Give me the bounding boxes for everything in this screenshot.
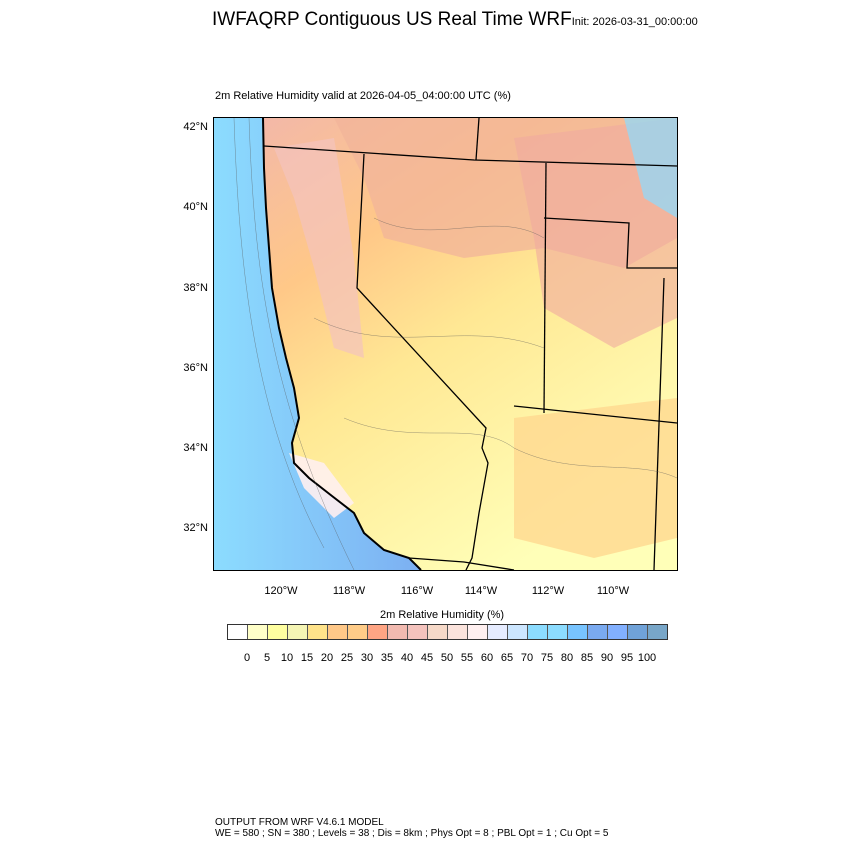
border-az-nm	[653, 277, 665, 571]
border-ut-az	[513, 405, 678, 424]
colorbar-label: 5	[263, 652, 271, 664]
contour-lines	[233, 117, 678, 571]
colorbar-swatch	[588, 625, 608, 639]
land-contour	[343, 417, 515, 449]
state-borders	[263, 117, 678, 571]
colorbar-swatch	[568, 625, 588, 639]
land-contour	[313, 317, 545, 349]
footer-model: OUTPUT FROM WRF V4.6.1 MODEL	[215, 817, 384, 828]
colorbar-swatch	[348, 625, 368, 639]
colorbar-label: 0	[243, 652, 251, 664]
colorbar	[227, 624, 668, 640]
colorbar-swatch	[388, 625, 408, 639]
plot-subtitle: 2m Relative Humidity valid at 2026-04-05…	[215, 90, 511, 102]
colorbar-label: 30	[360, 652, 374, 664]
colorbar-label: 60	[480, 652, 494, 664]
border-ca-nv-az	[356, 153, 489, 571]
lat-label: 40°N	[183, 201, 208, 213]
colorbar-label: 65	[500, 652, 514, 664]
colorbar-swatch	[308, 625, 328, 639]
colorbar-swatch	[508, 625, 528, 639]
colorbar-swatch	[528, 625, 548, 639]
colorbar-title: 2m Relative Humidity (%)	[380, 609, 505, 621]
colorbar-label: 40	[400, 652, 414, 664]
border-mexico	[408, 557, 515, 571]
lon-label: 114°W	[464, 585, 498, 597]
lat-label: 32°N	[183, 522, 208, 534]
border-nv-ut	[543, 162, 547, 414]
figure-title: IWFAQRP Contiguous US Real Time WRFInit:…	[212, 9, 698, 31]
colorbar-swatch	[488, 625, 508, 639]
humidity-map	[213, 117, 678, 571]
border-id	[475, 117, 480, 161]
colorbar-label: 45	[420, 652, 434, 664]
lat-label: 38°N	[183, 282, 208, 294]
colorbar-label: 100	[637, 652, 657, 664]
border-or-ca-nv	[263, 145, 678, 167]
lon-label: 112°W	[531, 585, 565, 597]
colorbar-swatch	[368, 625, 388, 639]
ocean-contour	[248, 117, 355, 571]
colorbar-label: 90	[600, 652, 614, 664]
colorbar-label: 20	[320, 652, 334, 664]
footer-settings: WE = 580 ; SN = 380 ; Levels = 38 ; Dis …	[215, 828, 609, 839]
colorbar-swatch	[608, 625, 628, 639]
lat-label: 42°N	[183, 121, 208, 133]
colorbar-swatch	[548, 625, 568, 639]
lat-label: 34°N	[183, 442, 208, 454]
colorbar-swatch	[248, 625, 268, 639]
colorbar-swatch	[328, 625, 348, 639]
colorbar-swatch	[288, 625, 308, 639]
colorbar-label: 75	[540, 652, 554, 664]
colorbar-label: 80	[560, 652, 574, 664]
colorbar-label: 25	[340, 652, 354, 664]
land-contour	[373, 217, 545, 239]
title-text: IWFAQRP Contiguous US Real Time WRF	[212, 9, 572, 30]
colorbar-swatch	[408, 625, 428, 639]
colorbar-swatch	[268, 625, 288, 639]
colorbar-label: 55	[460, 652, 474, 664]
colorbar-label: 50	[440, 652, 454, 664]
lon-label: 120°W	[264, 585, 298, 597]
socal-coast-region	[289, 453, 354, 518]
lon-label: 118°W	[332, 585, 366, 597]
colorbar-label: 95	[620, 652, 634, 664]
init-time: Init: 2026-03-31_00:00:00	[571, 16, 698, 28]
colorbar-label: 85	[580, 652, 594, 664]
colorbar-swatch	[428, 625, 448, 639]
lat-label: 36°N	[183, 362, 208, 374]
arizona-region	[514, 398, 677, 558]
border-ut-wy	[543, 217, 677, 269]
lon-label: 110°W	[596, 585, 630, 597]
colorbar-label: 35	[380, 652, 394, 664]
land-contour	[513, 447, 678, 479]
colorbar-label: 10	[280, 652, 294, 664]
wet-northeast-region	[624, 118, 677, 218]
sierra-region	[274, 138, 364, 358]
colorbar-swatch	[468, 625, 488, 639]
utah-region	[514, 118, 677, 348]
colorbar-swatch	[448, 625, 468, 639]
colorbar-swatch	[628, 625, 648, 639]
colorbar-swatch	[648, 625, 667, 639]
map-canvas	[214, 117, 678, 571]
colorbar-label: 15	[300, 652, 314, 664]
lon-label: 116°W	[400, 585, 434, 597]
ocean-contour	[233, 117, 325, 549]
coastline	[262, 117, 422, 571]
colorbar-label: 70	[520, 652, 534, 664]
colorbar-swatch	[228, 625, 248, 639]
